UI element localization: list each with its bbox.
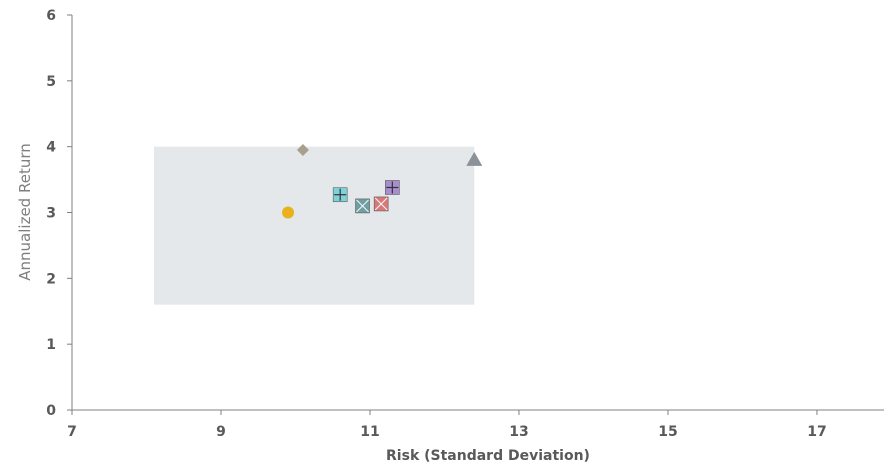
x-tick-label: 9 xyxy=(216,424,226,440)
data-point-square-plus xyxy=(385,180,400,195)
y-tick-label: 5 xyxy=(46,74,56,90)
data-point-square-x xyxy=(355,198,370,214)
x-tick-label: 15 xyxy=(658,424,677,440)
y-tick-label: 2 xyxy=(46,271,56,287)
axes: 0 1 2 3 4 5 6 7 9 11 13 15 17 xyxy=(46,8,884,440)
y-tick-label: 3 xyxy=(46,206,56,222)
y-tick-label: 0 xyxy=(46,403,56,419)
x-tick-label: 13 xyxy=(509,424,528,440)
data-point-triangle xyxy=(466,151,483,166)
x-tick-label: 7 xyxy=(67,424,77,440)
data-point-circle xyxy=(282,206,295,219)
y-tick-label: 6 xyxy=(46,8,56,24)
x-tick-label: 11 xyxy=(360,424,379,440)
x-axis-label: Risk (Standard Deviation) xyxy=(386,448,590,464)
shaded-region xyxy=(153,146,475,305)
y-tick-label: 1 xyxy=(46,337,56,353)
data-point-square-x xyxy=(373,196,389,212)
x-tick-label: 17 xyxy=(807,424,826,440)
data-points xyxy=(282,143,483,219)
y-axis-label: Annualized Return xyxy=(16,143,34,280)
data-point-diamond xyxy=(296,143,309,156)
y-tick-label: 4 xyxy=(46,140,56,156)
data-point-square-plus xyxy=(332,187,348,203)
